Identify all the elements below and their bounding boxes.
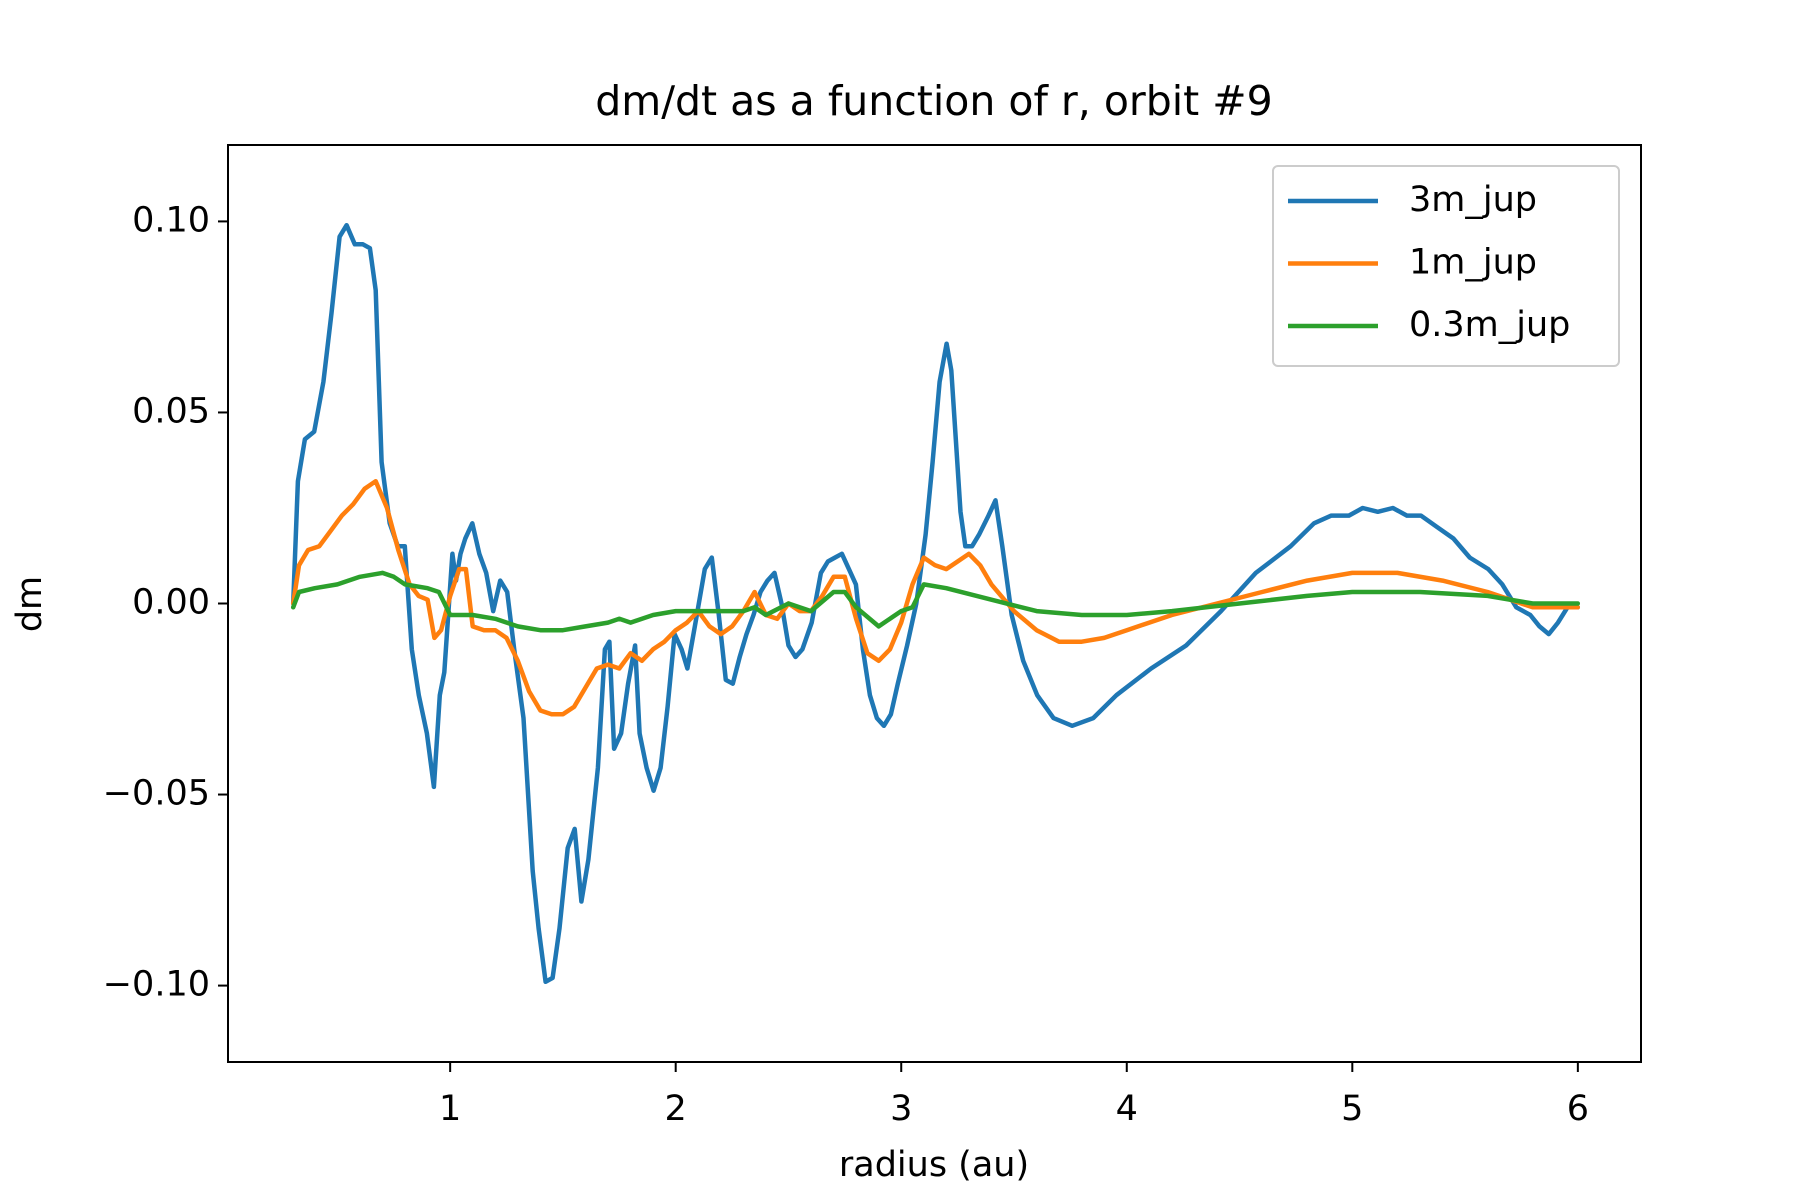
x-tick-label: 4: [1116, 1089, 1138, 1129]
series-line: [290, 222, 1581, 985]
y-tick-label: −0.05: [103, 774, 210, 814]
x-tick-label: 2: [665, 1089, 687, 1129]
legend-label: 3m_jup: [1409, 180, 1537, 220]
x-tick-label: 6: [1567, 1089, 1589, 1129]
x-tick-label: 3: [890, 1089, 912, 1129]
y-tick-label: 0.10: [132, 200, 210, 240]
x-tick-label: 5: [1341, 1089, 1363, 1129]
legend-label: 0.3m_jup: [1409, 305, 1570, 345]
plot-frame: [227, 144, 1642, 1063]
chart-title: dm/dt as a function of r, orbit #9: [595, 77, 1272, 125]
y-tick-label: 0.05: [132, 391, 210, 431]
y-tick-label: −0.10: [103, 965, 210, 1005]
x-tick-label: 1: [439, 1089, 461, 1129]
y-axis-label: dm: [10, 576, 50, 632]
series-line: [290, 478, 1581, 717]
y-tick-label: 0.00: [132, 583, 210, 623]
series-line: [290, 570, 1581, 633]
legend-box: [1272, 165, 1620, 367]
legend-label: 1m_jup: [1409, 243, 1537, 283]
x-axis-label: radius (au): [839, 1145, 1029, 1185]
